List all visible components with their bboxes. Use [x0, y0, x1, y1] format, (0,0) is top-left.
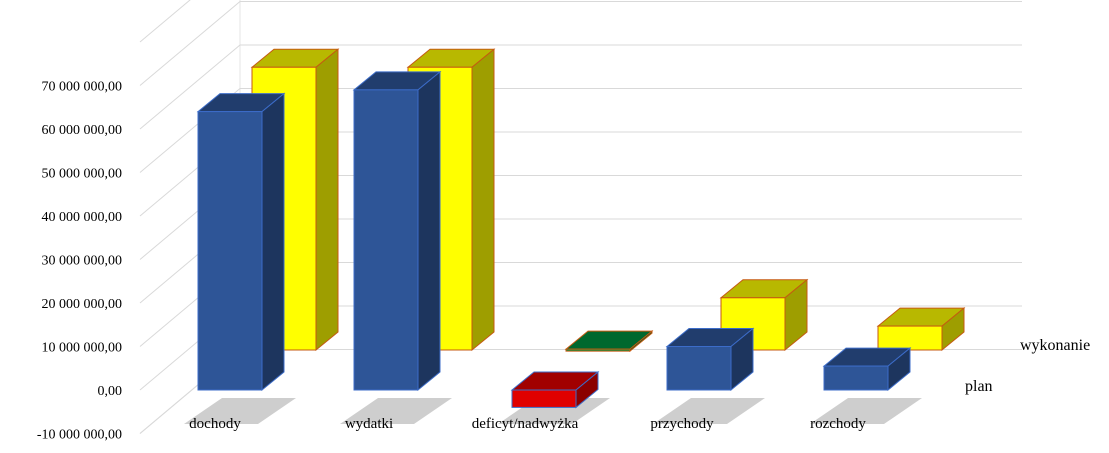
bar-plan-deficyt-nadwy-ka-front: [512, 390, 576, 407]
x-category-label: przychody: [650, 416, 714, 432]
y-tick-label: -10 000 000,00: [37, 428, 122, 443]
bar-plan-wydatki: [354, 72, 440, 390]
bar-plan-przychody: [667, 329, 753, 391]
y-tick-label: 50 000 000,00: [42, 167, 123, 182]
y-axis-tick-labels: -10 000 000,00 0,00 10 000 000,00 20 000 00…: [37, 80, 122, 443]
y-tick-label: 70 000 000,00: [42, 80, 123, 95]
bar-plan-wydatki-side: [418, 72, 440, 390]
bar-plan-dochody: [198, 94, 284, 390]
series-label-wykonanie: wykonanie: [1020, 337, 1090, 354]
bar-wykonanie-rozchody-front: [878, 326, 942, 350]
y-tick-label: 30 000 000,00: [42, 254, 123, 269]
y-tick-label: 20 000 000,00: [42, 297, 123, 312]
x-category-label: wydatki: [345, 416, 393, 432]
bar-plan-rozchody: [824, 348, 910, 390]
bar-plan-rozchody-front: [824, 366, 888, 390]
bar-wykonanie-dochody-side: [316, 49, 338, 350]
x-category-label: deficyt/nadwyżka: [472, 416, 579, 432]
bar-plan-dochody-front: [198, 112, 262, 390]
series-label-plan: plan: [965, 378, 993, 395]
y-tick-label: 40 000 000,00: [42, 210, 123, 225]
gridline: [140, 0, 1022, 42]
bar-wykonanie-deficyt-nadwy-ka-front: [566, 349, 630, 351]
x-category-label: dochody: [189, 416, 241, 432]
bar-wykonanie-deficyt-nadwy-ka-top: [566, 331, 652, 349]
y-tick-label: 10 000 000,00: [42, 341, 123, 356]
y-tick-label: 60 000 000,00: [42, 123, 123, 138]
bar-plan-przychody-front: [667, 347, 731, 391]
bar-wykonanie-wydatki-side: [472, 49, 494, 350]
bar-wykonanie-rozchody: [878, 308, 964, 350]
x-category-label: rozchody: [810, 416, 866, 432]
x-axis-category-labels: dochody wydatki deficyt/nadwyżka przychody r…: [189, 416, 866, 432]
y-tick-label: 0,00: [98, 384, 123, 399]
bar-plan-wydatki-front: [354, 90, 418, 390]
bar-plan-dochody-side: [262, 94, 284, 390]
series-depth-labels: wykonanie plan: [965, 337, 1090, 395]
bar-wykonanie-deficyt-nadwy-ka: [566, 331, 652, 351]
